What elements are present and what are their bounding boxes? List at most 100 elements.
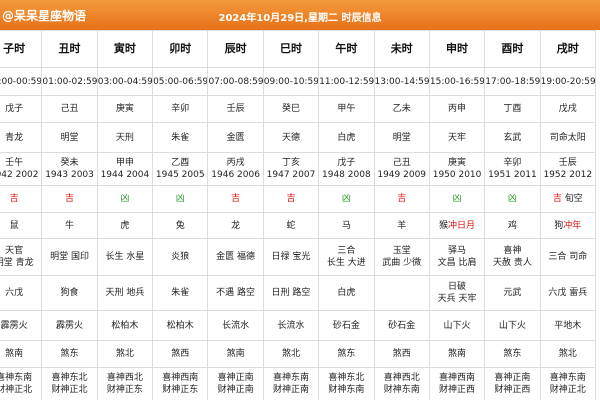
cell-line: 1942 2002: [0, 170, 39, 180]
cell: 煞西: [152, 340, 209, 368]
cell: 15:00-16:59: [428, 67, 486, 96]
row-deity: 喜神东南财神正北喜神东北财神正北喜神西北财神正东喜神西南财神正东喜神正南财神正南…: [0, 367, 597, 400]
cell: 不遇 路空: [207, 275, 264, 311]
cell-text: 凶: [341, 194, 351, 204]
cell-text: 鼠: [9, 220, 19, 231]
cell-line: 乙酉: [171, 158, 190, 168]
cell-text: 凶: [507, 194, 517, 204]
cell: 吉: [262, 185, 320, 213]
cell-text: 砂石金: [332, 320, 360, 331]
cell: 青龙: [0, 122, 43, 153]
cell-line: 1946 2006: [211, 170, 260, 180]
cell: 喜神西北 财神正东: [96, 367, 154, 400]
cell: 六戊: [0, 275, 43, 311]
cell: 日破 天兵 天牢: [428, 275, 486, 311]
cell-line: 财神正北: [549, 385, 586, 395]
row-nayin: 霹雳火 霹雳火 松柏木 松柏木 长流水 长流水 砂石金 砂石金 山下火 山下火 平地木: [0, 310, 597, 341]
cell: 丑时: [41, 30, 98, 68]
cell: 酉时: [484, 30, 541, 68]
cell-text: 羊: [397, 220, 407, 231]
cell-text: 司命太阳: [549, 132, 586, 143]
cell-line: 喜神东南: [0, 373, 33, 383]
cell-text: 癸巳: [281, 104, 300, 114]
cell: 狗食: [41, 275, 98, 311]
cell: 朱雀: [152, 275, 209, 311]
cell-line: 辛卯: [503, 158, 522, 168]
cell: 凶: [152, 185, 209, 213]
cell-line: 日刑 路空: [271, 288, 311, 298]
cell: 狗冲年: [539, 212, 597, 239]
cell-line: 文昌 比肩: [437, 258, 477, 268]
cell-text: 天刑: [115, 132, 134, 143]
cell-text: 平地木: [554, 320, 582, 331]
cell: 喜神东南 财神正南: [262, 367, 320, 400]
cell: 日刑 路空: [262, 275, 320, 311]
cell-line: 炎狼: [171, 252, 190, 262]
cell-text: 壬辰: [226, 104, 245, 114]
cell: 明堂: [373, 122, 430, 153]
cell-line: 玉堂: [392, 246, 411, 256]
cell-line: 喜神东北: [51, 373, 88, 383]
cell-text: 戌时: [556, 42, 579, 55]
cell-text: 01:00-02:59: [42, 76, 98, 87]
cell: 煞南: [0, 340, 43, 368]
cell: 己丑: [41, 95, 98, 123]
cell-line: 己丑: [392, 158, 411, 168]
cell-line: 天官: [5, 246, 24, 256]
cell: 戊子 1948 2008: [318, 152, 375, 186]
cell: 长流水: [262, 310, 320, 341]
cell-line: 金匮 福德: [216, 252, 256, 262]
cell-text: 鸡: [507, 220, 517, 231]
cell: 元武: [484, 275, 541, 311]
cell-line: 财神正西: [494, 385, 531, 395]
cell: 驿马 文昌 比肩: [428, 238, 486, 276]
cell-text: 17:00-18:59: [485, 76, 541, 87]
cell: 巳时: [262, 30, 320, 68]
cell-text: 龙: [231, 220, 241, 231]
cell: 喜神东南财神正北: [539, 367, 597, 400]
cell-line: 六戊: [5, 288, 24, 298]
title: 2024年10月29日,星期二 时辰信息: [218, 13, 382, 24]
cell-text: 05:00-06:59: [153, 76, 208, 87]
cell-text: 甲午: [337, 104, 356, 114]
row-ganzhi: 戊子 己丑 庚寅 辛卯 壬辰 癸巳 甲午 乙未 丙申 丁酉 戊戌: [0, 95, 597, 123]
cell: 23:00-00:59: [0, 67, 43, 96]
cell-text: 煞北: [281, 349, 300, 359]
cell-text: 虎: [120, 220, 130, 231]
cell: 松柏木: [96, 310, 154, 341]
cell-line: 明堂 青龙: [0, 258, 34, 268]
cell-text: 丁酉: [503, 104, 522, 114]
cell: 天刑: [96, 122, 154, 153]
cell: 马: [318, 212, 375, 239]
cell: 山下火: [484, 310, 541, 341]
cell-line: 财神正南: [272, 385, 309, 395]
cell-line: 庚寅: [448, 158, 467, 168]
cell: 龙: [207, 212, 264, 239]
cell: 白虎: [318, 275, 375, 311]
cell: 六戊 雷兵: [539, 275, 597, 311]
cell-line: 1947 2007: [266, 170, 316, 180]
cell-text: 申时: [446, 42, 469, 55]
cell: 07:00-08:59: [207, 67, 264, 96]
cell-text: 明堂: [60, 132, 79, 143]
cell: 丙申: [428, 95, 486, 123]
cell: 壬辰: [207, 95, 264, 123]
cell-line: 1943 2003: [45, 170, 94, 180]
cell: 鼠: [0, 212, 43, 239]
cell: 明堂 国印: [41, 238, 98, 276]
cell: 牛: [41, 212, 98, 239]
cell-line: 财神正南: [217, 385, 254, 395]
cell: 01:00-02:59: [41, 67, 98, 96]
cell: 日禄 宝光: [262, 238, 320, 276]
cell-text: 煞南: [5, 349, 24, 359]
cell: 煞北: [539, 340, 597, 368]
cell: [373, 275, 430, 311]
cell: 喜神 天赦 贵人: [484, 238, 541, 276]
cell: 蛇: [262, 212, 320, 239]
cell-line: 1951 2011: [488, 170, 537, 180]
cell-text: 戊子: [5, 104, 24, 114]
cell: 乙未: [373, 95, 430, 123]
cell: 司命太阳: [539, 122, 597, 153]
cell-text: 松柏木: [111, 320, 139, 331]
